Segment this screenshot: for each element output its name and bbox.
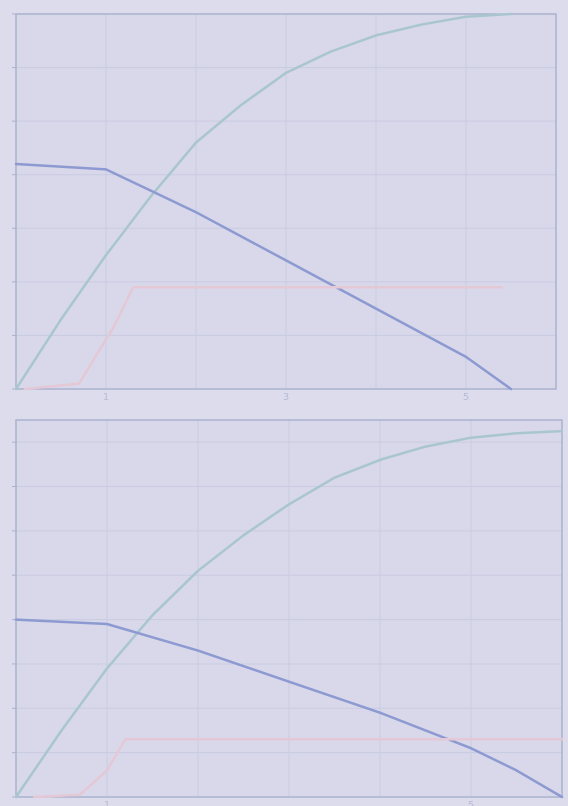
- chart-top: 1 3 5: [12, 12, 557, 403]
- plot-frame: [15, 419, 563, 798]
- series-line-3: [23, 285, 504, 391]
- series-line-3: [32, 738, 564, 799]
- x-tick-label: 3: [283, 392, 289, 403]
- series-line-1: [14, 429, 564, 799]
- plot-frame: [15, 13, 557, 390]
- x-tick-label: 1: [104, 800, 110, 806]
- series-line-2: [14, 162, 513, 391]
- series-line-1: [14, 12, 513, 391]
- x-tick-label: 5: [468, 800, 474, 806]
- x-tick-label: 1: [103, 392, 109, 403]
- x-tick-label: 5: [463, 392, 469, 403]
- series-line-2: [14, 618, 564, 799]
